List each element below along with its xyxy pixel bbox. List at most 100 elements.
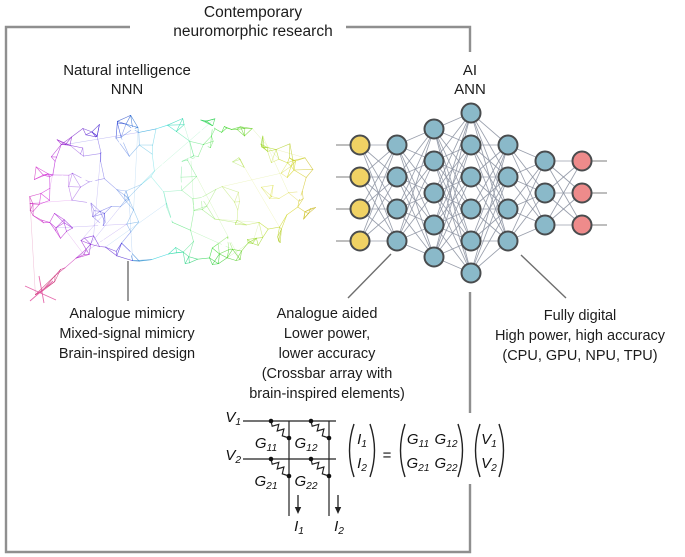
ann-node-hidden: [534, 214, 556, 236]
brain-node: [147, 244, 152, 248]
parenthesis: [369, 423, 376, 478]
caption-line: High power, high accuracy: [494, 328, 666, 344]
brain-node: [200, 197, 205, 202]
brain-node: [203, 144, 208, 150]
brain-node: [150, 182, 155, 188]
brain-node: [159, 179, 165, 185]
brain-node: [168, 139, 173, 144]
brain-node: [188, 203, 194, 209]
brain-node: [296, 188, 302, 194]
equation-v1: V1: [481, 431, 497, 450]
ann-network-figure: [336, 102, 607, 284]
brain-node: [160, 209, 166, 215]
ann-node-hidden: [497, 230, 519, 252]
ann-left-leader-line: [347, 253, 392, 299]
brain-node: [179, 182, 183, 186]
equation-v2: V2: [481, 455, 497, 474]
brain-node: [143, 160, 148, 165]
brain-node: [297, 194, 302, 200]
brain-node: [151, 218, 157, 224]
ann-node-hidden: [423, 182, 445, 204]
brain-node: [81, 203, 86, 208]
brain-node: [100, 198, 105, 203]
equation-g21: G21: [406, 455, 429, 474]
junction-dot: [268, 456, 274, 462]
parenthesis: [498, 423, 505, 478]
brain-node: [168, 185, 173, 191]
brain-node: [56, 189, 61, 193]
ann-node-hidden: [386, 166, 408, 188]
caption-line: lower accuracy: [278, 346, 376, 362]
parenthesis: [348, 423, 355, 478]
ann-node-hidden: [460, 134, 482, 156]
leader-lines: [127, 253, 567, 301]
crossbar-circuit: G11 G12 G21 G22 V1 V2 I1 I2: [225, 409, 344, 537]
fully-digital-caption: Fully digital High power, high accuracy …: [495, 306, 665, 366]
brain-node: [68, 219, 73, 224]
caption-line: Analogue aided: [276, 306, 378, 322]
brain-node: [200, 129, 205, 135]
bracket-left-loop-line: [4, 25, 472, 554]
brain-node: [166, 134, 171, 139]
brain-node: [293, 182, 298, 187]
caption-line: Mixed-signal mimicry: [59, 326, 195, 342]
brain-node: [209, 222, 214, 227]
conductance-label: G22: [294, 473, 317, 492]
equation-g22: G22: [434, 455, 457, 474]
junction-dot: [286, 435, 292, 441]
brain-node: [197, 198, 201, 203]
brain-node: [180, 232, 186, 238]
brain-node: [179, 161, 185, 167]
current-arrowhead-icon: [294, 507, 302, 514]
brain-node: [127, 251, 133, 257]
brain-node: [227, 238, 232, 243]
brain-node: [65, 205, 70, 211]
brain-node: [175, 179, 179, 184]
brain-node: [259, 182, 264, 187]
title-line-1: Contemporary: [203, 4, 303, 21]
parenthesis: [399, 423, 406, 478]
ann-node-output: [571, 214, 593, 236]
crossbar-junction-dots: [268, 418, 332, 479]
heading-line: ANN: [454, 81, 486, 98]
ann-node-hidden: [497, 198, 519, 220]
junction-dot: [268, 418, 274, 424]
caption-line: Fully digital: [543, 308, 617, 324]
ann-node-input: [349, 134, 371, 156]
ann-node-hidden: [534, 182, 556, 204]
equation-current-1: I1: [357, 431, 367, 450]
brain-node: [61, 154, 66, 159]
junction-dot: [326, 435, 332, 441]
brain-edges: [29, 115, 316, 295]
heading-line: Natural intelligence: [63, 62, 191, 79]
brain-node: [130, 126, 136, 132]
bracket-title-to-ann-line: [346, 25, 472, 52]
brain-node: [160, 120, 166, 125]
brain-node: [235, 147, 240, 153]
brain-node: [263, 162, 269, 168]
parenthesis: [457, 423, 464, 478]
natural-caption: Analogue mimicry Mixed-signal mimicry Br…: [59, 304, 195, 364]
brain-node: [172, 234, 177, 238]
junction-dot: [308, 456, 314, 462]
ann-node-hidden: [386, 230, 408, 252]
brain-node: [86, 200, 92, 205]
brain-node: [98, 222, 103, 228]
row-voltage-label: V2: [225, 447, 241, 466]
brain-node: [98, 203, 103, 209]
crossbar-resistors: [270, 420, 330, 477]
ann-nodes: [349, 102, 593, 284]
ai-heading: AI ANN: [454, 61, 486, 99]
equals-sign: =: [383, 447, 392, 464]
ann-node-hidden: [460, 166, 482, 188]
caption-line: Brain-inspired design: [58, 346, 196, 362]
ann-node-hidden: [423, 150, 445, 172]
brain-node: [80, 177, 86, 182]
natural-intelligence-heading: Natural intelligence NNN: [63, 61, 191, 99]
brain-node: [172, 253, 177, 258]
brain-node: [162, 186, 167, 192]
brain-node: [185, 168, 190, 173]
current-arrows: [294, 495, 342, 514]
